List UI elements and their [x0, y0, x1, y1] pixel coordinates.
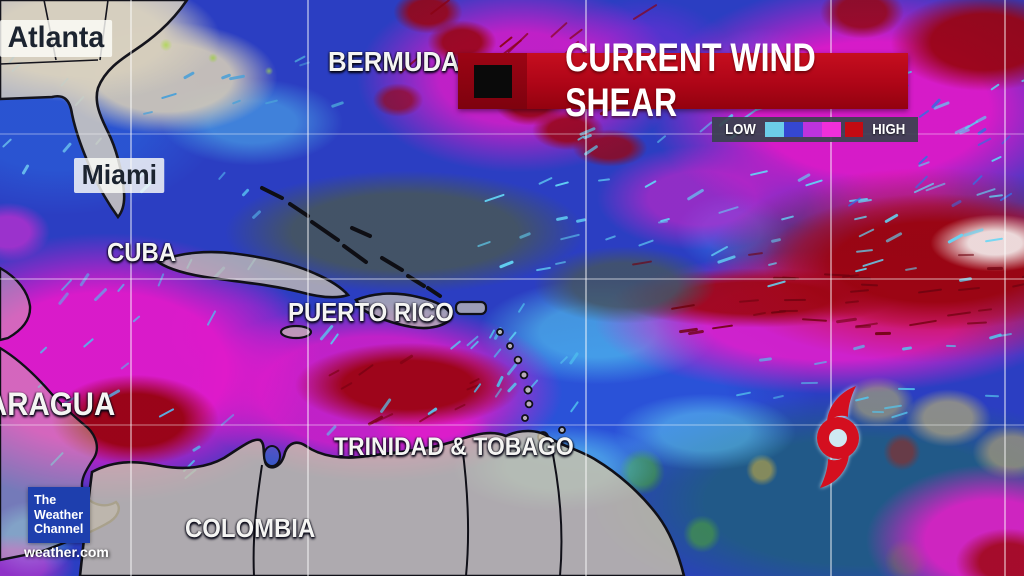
- gridline-horizontal: [0, 424, 1024, 426]
- logo-line: Weather: [34, 507, 84, 522]
- title-banner: CURRENT WIND SHEAR: [458, 36, 908, 125]
- gridline-vertical: [830, 0, 832, 576]
- city-label-atlanta: Atlanta: [0, 20, 112, 57]
- place-label-nicaragua: ARAGUA: [0, 386, 116, 422]
- legend-high-label: HIGH: [872, 121, 905, 138]
- legend-swatch-red: [844, 122, 863, 137]
- place-label-puerto-rico: PUERTO RICO: [288, 297, 454, 327]
- banner-icon-box: [458, 53, 527, 109]
- city-label-miami: Miami: [74, 158, 165, 193]
- banner-black-square-icon: [473, 64, 512, 98]
- gridline-vertical: [585, 0, 587, 576]
- gridline-vertical: [130, 0, 132, 576]
- legend-swatch-purple: [802, 122, 822, 137]
- logo-line: The: [34, 493, 57, 507]
- weather-channel-logo: The Weather Channel: [28, 487, 90, 543]
- legend-low-label: LOW: [724, 121, 756, 138]
- gridline-horizontal: [0, 278, 1024, 280]
- gridline-horizontal: [0, 133, 1024, 135]
- place-label-trinidad-tobago: TRINIDAD & TOBAGO: [334, 433, 574, 461]
- legend-swatch-blue: [783, 122, 803, 137]
- banner-title: CURRENT WIND SHEAR: [565, 36, 816, 125]
- legend-swatch-magenta: [821, 122, 841, 137]
- gridline-vertical: [1004, 0, 1006, 576]
- logo-line: Channel: [34, 522, 84, 536]
- weather-com-url: weather.com: [24, 544, 109, 560]
- tropical-storm-icon: [817, 386, 859, 488]
- legend-swatch-cyan: [764, 122, 784, 137]
- shear-legend: LOW HIGH: [712, 117, 918, 142]
- legend-gradient: [764, 122, 863, 137]
- gridline-vertical: [307, 0, 309, 576]
- place-label-bermuda: BERMUDA: [328, 46, 460, 77]
- place-label-colombia: COLOMBIA: [185, 513, 316, 543]
- place-label-cuba: CUBA: [107, 237, 177, 267]
